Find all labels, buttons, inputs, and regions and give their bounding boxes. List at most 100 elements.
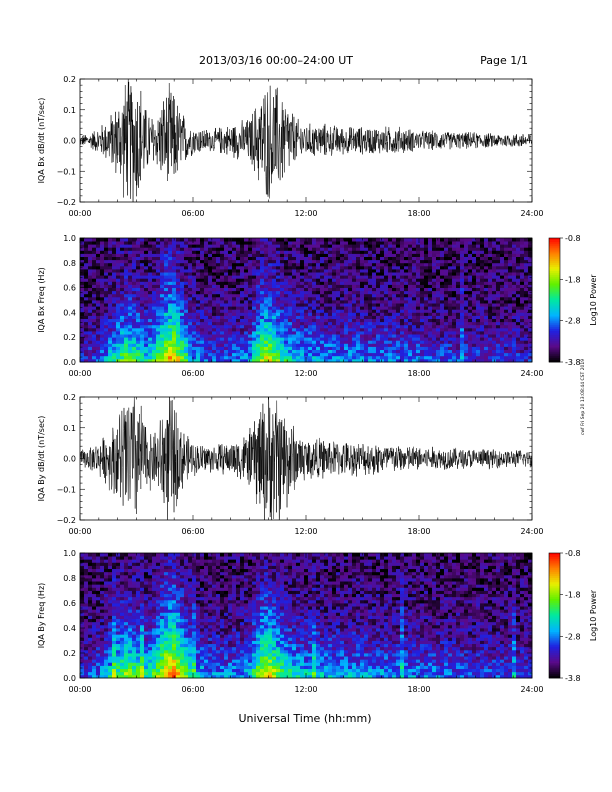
heatmap-cell <box>80 596 85 601</box>
heatmap-cell <box>476 321 481 326</box>
heatmap-cell <box>412 284 417 288</box>
heatmap-cell <box>416 300 421 304</box>
heatmap-cell <box>272 238 277 242</box>
colorbar-swatch <box>549 289 560 293</box>
heatmap-cell <box>460 306 465 310</box>
heatmap-cell <box>136 327 141 332</box>
colorbar-swatch <box>549 341 560 344</box>
heatmap-cell <box>332 296 337 301</box>
heatmap-cell <box>372 300 377 304</box>
heatmap-cell <box>496 296 501 301</box>
heatmap-cell <box>260 303 265 307</box>
heatmap-cell <box>212 244 217 248</box>
heatmap-cell <box>404 303 409 307</box>
heatmap-cell <box>436 269 441 273</box>
heatmap-cell <box>108 259 113 264</box>
heatmap-cell <box>252 306 257 310</box>
colorbar-swatch <box>549 281 560 284</box>
heatmap-cell <box>288 306 293 310</box>
heatmap-cell <box>228 281 233 285</box>
heatmap-cell <box>256 318 261 323</box>
heatmap-cell <box>400 253 405 257</box>
heatmap-cell <box>452 281 457 285</box>
heatmap-cell <box>352 321 357 326</box>
heatmap-cell <box>96 238 101 242</box>
heatmap-cell <box>484 327 489 332</box>
heatmap-cell <box>356 327 361 332</box>
heatmap-cell <box>376 321 381 326</box>
heatmap-cell <box>380 250 385 254</box>
heatmap-cell <box>272 352 277 357</box>
heatmap-cell <box>340 241 345 245</box>
heatmap-cell <box>496 272 501 276</box>
heatmap-cell <box>488 256 493 261</box>
heatmap-cell <box>204 281 209 285</box>
heatmap-cell <box>220 272 225 276</box>
heatmap-cell <box>444 281 449 285</box>
heatmap-cell <box>476 331 481 335</box>
heatmap-cell <box>88 349 93 354</box>
heatmap-cell <box>184 250 189 254</box>
heatmap-cell <box>512 300 517 304</box>
heatmap-cell <box>456 331 461 335</box>
heatmap-cell <box>436 303 441 307</box>
heatmap-cell <box>332 346 337 350</box>
heatmap-cell <box>480 250 485 254</box>
heatmap-cell <box>488 306 493 310</box>
heatmap-cell <box>528 324 533 329</box>
heatmap-cell <box>208 346 213 350</box>
heatmap-cell <box>492 331 497 335</box>
heatmap-cell <box>408 337 413 341</box>
colorbar-swatch <box>549 355 560 359</box>
heatmap-cell <box>384 355 389 360</box>
heatmap-cell <box>80 568 85 573</box>
heatmap-cell <box>304 244 309 248</box>
heatmap-cell <box>228 334 233 338</box>
heatmap-cell <box>528 355 533 360</box>
heatmap-cell <box>420 253 425 257</box>
heatmap-cell <box>124 281 129 285</box>
heatmap-cell <box>448 275 453 279</box>
heatmap-cell <box>512 340 517 344</box>
heatmap-cell <box>84 352 89 357</box>
heatmap-cell <box>428 337 433 341</box>
heatmap-cell <box>184 296 189 301</box>
heatmap-cell <box>244 346 249 350</box>
heatmap-cell <box>288 287 293 292</box>
heatmap-cell <box>432 296 437 301</box>
heatmap-cell <box>124 349 129 354</box>
heatmap-cell <box>176 358 181 363</box>
heatmap-cell <box>376 300 381 304</box>
heatmap-cell <box>192 346 197 350</box>
heatmap-cell <box>464 327 469 332</box>
heatmap-cell <box>452 269 457 273</box>
heatmap-cell <box>512 269 517 273</box>
heatmap-cell <box>152 355 157 360</box>
heatmap-cell <box>332 309 337 313</box>
heatmap-cell <box>212 303 217 307</box>
heatmap-cell <box>524 253 529 257</box>
heatmap-cell <box>136 349 141 354</box>
heatmap-cell <box>428 296 433 301</box>
heatmap-cell <box>208 275 213 279</box>
heatmap-cell <box>96 318 101 323</box>
heatmap-cell <box>488 262 493 267</box>
heatmap-cell <box>120 343 125 347</box>
heatmap-cell <box>192 358 197 363</box>
heatmap-cell <box>380 253 385 257</box>
heatmap-cell <box>500 269 505 273</box>
heatmap-cell <box>384 281 389 285</box>
heatmap-cell <box>260 318 265 323</box>
heatmap-cell <box>200 327 205 332</box>
heatmap-cell <box>252 293 257 298</box>
heatmap-cell <box>296 275 301 279</box>
heatmap-cell <box>108 250 113 254</box>
heatmap-cell <box>436 290 441 295</box>
heatmap-cell <box>148 256 153 261</box>
heatmap-cell <box>356 287 361 292</box>
heatmap-cell <box>244 318 249 323</box>
heatmap-cell <box>172 312 177 316</box>
heatmap-cell <box>468 352 473 357</box>
heatmap-cell <box>348 296 353 301</box>
